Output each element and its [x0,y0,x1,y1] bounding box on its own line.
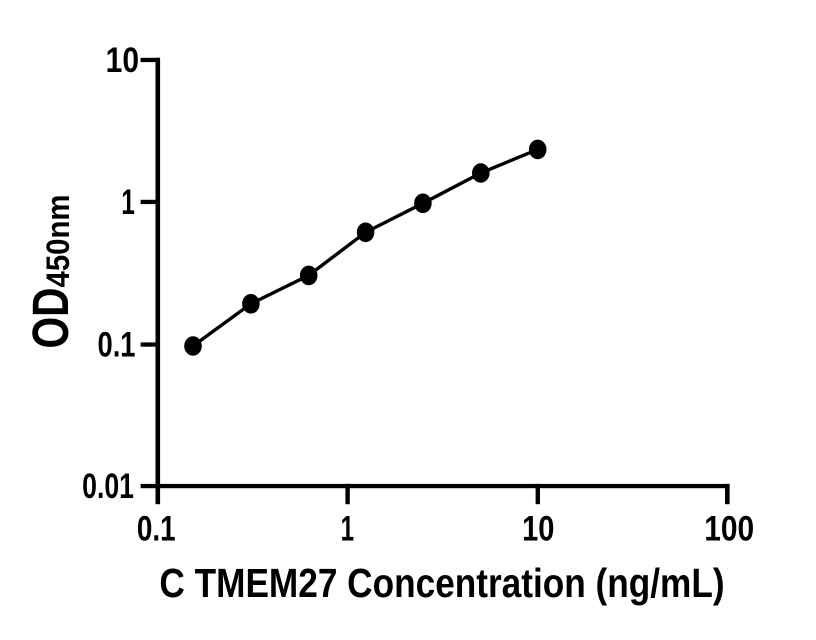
svg-text:C TMEM27 Concentration (ng/mL): C TMEM27 Concentration (ng/mL) [159,562,724,607]
svg-text:OD: OD [22,287,79,348]
svg-text:10: 10 [106,40,139,80]
svg-text:450nm: 450nm [40,195,77,288]
svg-text:1: 1 [121,184,135,222]
svg-text:0.01: 0.01 [82,467,134,506]
svg-text:1: 1 [341,510,354,548]
svg-text:100: 100 [704,509,754,548]
svg-text:10: 10 [522,509,554,548]
svg-text:0.1: 0.1 [98,325,136,364]
svg-text:0.1: 0.1 [137,508,176,548]
